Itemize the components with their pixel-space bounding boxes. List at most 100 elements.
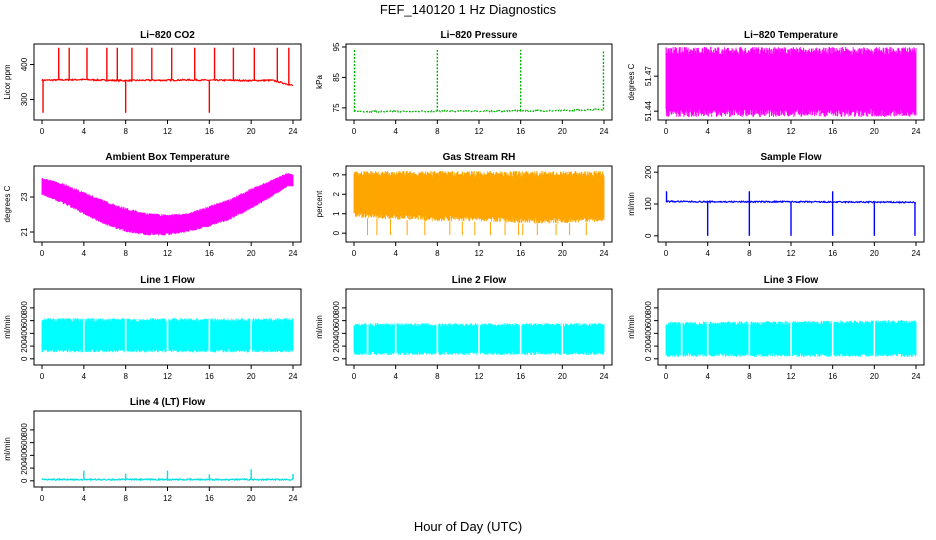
panel-ylabel: degrees C xyxy=(627,63,636,100)
series-gap xyxy=(831,292,834,362)
panel-title: Ambient Box Temperature xyxy=(105,152,230,163)
panel-ylabel: ml/min xyxy=(627,192,636,216)
x-tick-label: 8 xyxy=(435,249,440,258)
x-tick-label: 12 xyxy=(475,249,484,258)
y-tick-label: 0 xyxy=(20,478,29,483)
x-tick-label: 0 xyxy=(40,127,45,136)
x-tick-label: 24 xyxy=(289,127,298,136)
x-tick-label: 16 xyxy=(516,249,525,258)
y-tick-label: 400 xyxy=(644,326,653,340)
x-tick-label: 12 xyxy=(163,249,172,258)
x-tick-label: 20 xyxy=(558,372,567,381)
series-gap xyxy=(366,292,369,362)
x-tick-label: 0 xyxy=(664,127,669,136)
panel-title: Line 1 Flow xyxy=(140,275,195,286)
x-tick-label: 20 xyxy=(870,127,879,136)
x-tick-label: 4 xyxy=(705,127,710,136)
x-tick-label: 20 xyxy=(870,249,879,258)
x-tick-label: 8 xyxy=(123,372,128,381)
series-gap xyxy=(748,292,751,362)
y-tick-label: 800 xyxy=(20,301,29,315)
x-tick-label: 8 xyxy=(747,127,752,136)
panel-title: Li−820 Temperature xyxy=(744,30,838,41)
x-tick-label: 0 xyxy=(352,249,357,258)
x-tick-label: 8 xyxy=(747,249,752,258)
x-tick-label: 20 xyxy=(247,249,256,258)
panel-data xyxy=(41,47,294,113)
panel-8: Line 3 Flow ml/min 0 4 8 12 16 20 24 0 20040060080… xyxy=(627,275,925,381)
y-tick-label: 0 xyxy=(644,356,653,361)
y-tick-label: 100 xyxy=(644,197,653,211)
panel-ylabel: Licor ppm xyxy=(3,64,12,99)
panel-ylabel: percent xyxy=(315,190,324,217)
x-tick-label: 8 xyxy=(435,127,440,136)
y-tick-label: 800 xyxy=(644,301,653,315)
series-line xyxy=(41,77,294,86)
panel-title: Gas Stream RH xyxy=(443,152,516,163)
x-tick-label: 24 xyxy=(912,249,921,258)
panel-data xyxy=(41,469,294,482)
y-tick-label: 3 xyxy=(332,172,341,177)
series-band xyxy=(353,170,605,224)
x-tick-label: 16 xyxy=(516,372,525,381)
x-tick-label: 0 xyxy=(40,372,45,381)
series-band xyxy=(665,47,917,117)
panel-7: Line 2 Flow ml/min 0 4 8 12 16 20 24 0 20040060080… xyxy=(315,275,613,381)
y-tick-label: 400 xyxy=(20,448,29,462)
series-line xyxy=(353,108,605,114)
series-gap xyxy=(394,292,397,362)
panel-0: Li−820 CO2 Licor ppm 0 4 8 12 16 20 24 300 400 xyxy=(3,30,302,136)
x-tick-label: 16 xyxy=(205,494,214,503)
x-tick-label: 4 xyxy=(82,127,87,136)
series-gap xyxy=(250,292,252,362)
panel-ylabel: ml/min xyxy=(3,437,12,461)
series-band xyxy=(41,173,294,236)
y-tick-label: 95 xyxy=(332,42,341,51)
x-tick-label: 12 xyxy=(163,372,172,381)
panel-title: Line 3 Flow xyxy=(764,275,819,286)
panel-2: Li−820 Temperature degrees C 0 4 8 12 16 20 24 51… xyxy=(627,30,925,136)
series-gap xyxy=(873,292,876,362)
y-tick-label: 2 xyxy=(332,192,341,197)
panel-ylabel: kPa xyxy=(315,75,324,89)
x-tick-label: 24 xyxy=(600,127,609,136)
panel-title: Li−820 Pressure xyxy=(441,30,518,41)
y-tick-label: 0 xyxy=(332,356,341,361)
x-tick-label: 4 xyxy=(82,494,87,503)
x-tick-label: 16 xyxy=(516,127,525,136)
y-tick-label: 200 xyxy=(332,339,341,353)
x-tick-label: 4 xyxy=(705,372,710,381)
y-tick-label: 800 xyxy=(332,301,341,315)
x-tick-label: 8 xyxy=(435,372,440,381)
x-tick-label: 4 xyxy=(393,127,398,136)
y-tick-label: 400 xyxy=(20,326,29,340)
y-tick-label: 300 xyxy=(20,92,29,106)
panel-ylabel: ml/min xyxy=(627,315,636,339)
x-tick-label: 24 xyxy=(600,249,609,258)
y-tick-label: 400 xyxy=(332,326,341,340)
x-tick-label: 20 xyxy=(247,494,256,503)
series-gap xyxy=(83,292,85,362)
x-tick-label: 0 xyxy=(664,249,669,258)
panel-3: Ambient Box Temperature degrees C 0 4 8 12 16 2… xyxy=(3,152,302,258)
y-tick-label: 600 xyxy=(20,435,29,449)
x-tick-label: 16 xyxy=(828,372,837,381)
x-tick-label: 24 xyxy=(912,127,921,136)
x-tick-label: 12 xyxy=(787,372,796,381)
x-tick-label: 4 xyxy=(393,249,398,258)
y-tick-label: 51.47 xyxy=(644,66,653,87)
x-tick-label: 4 xyxy=(82,249,87,258)
x-tick-label: 8 xyxy=(747,372,752,381)
series-gap xyxy=(519,292,522,362)
panel-data xyxy=(353,50,605,114)
y-tick-label: 600 xyxy=(644,313,653,327)
y-tick-label: 200 xyxy=(20,461,29,475)
x-tick-label: 20 xyxy=(870,372,879,381)
y-tick-label: 400 xyxy=(20,57,29,71)
series-gap xyxy=(561,292,564,362)
x-tick-label: 24 xyxy=(289,372,298,381)
series-gap xyxy=(680,292,683,362)
panel-5: Sample Flow ml/min 0 4 8 12 16 20 24 0 100 200 xyxy=(627,152,925,258)
